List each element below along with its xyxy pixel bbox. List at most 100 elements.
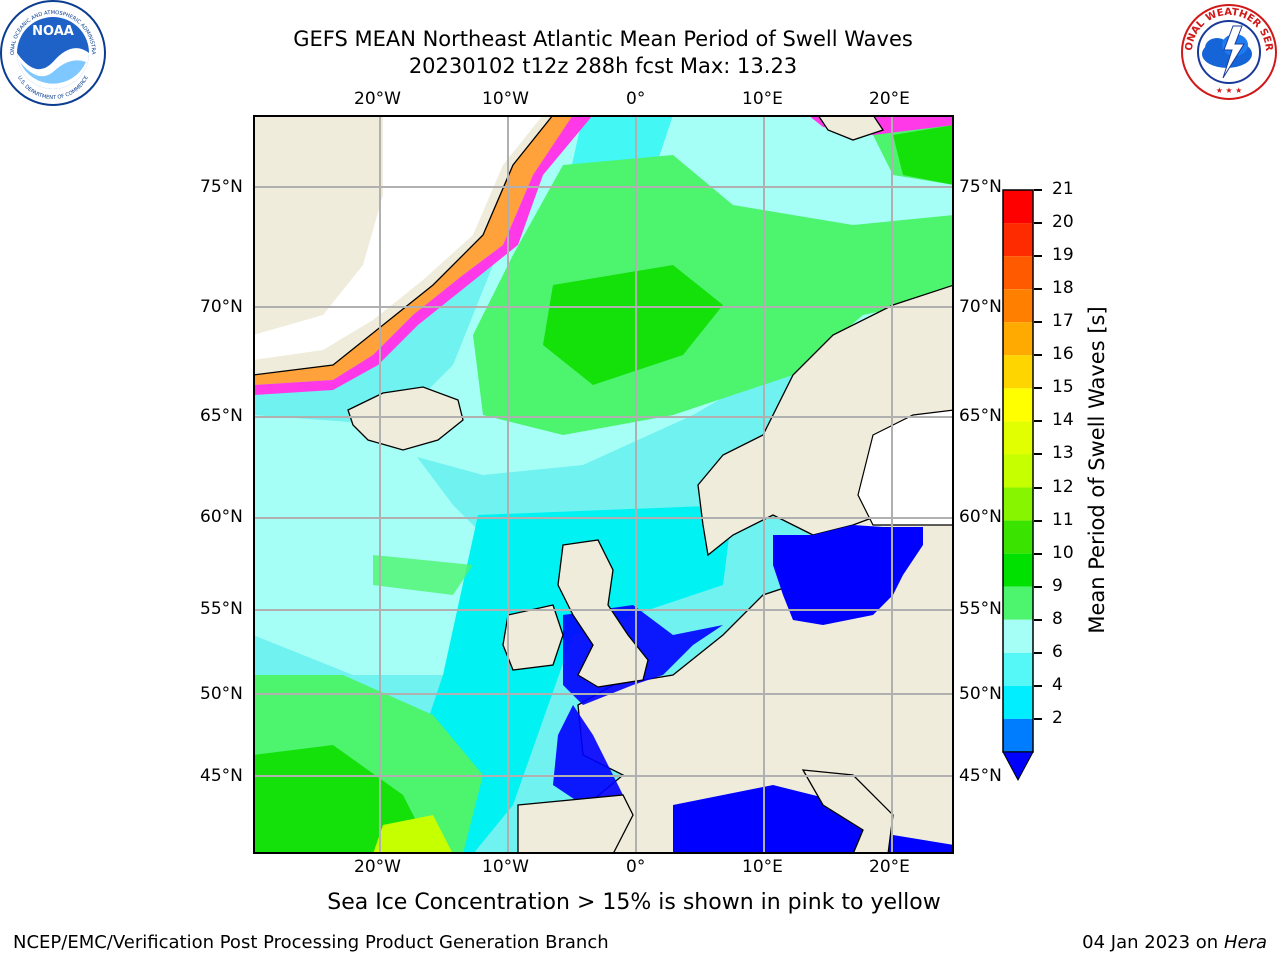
colorbar-tick-label: 20 bbox=[1052, 212, 1074, 233]
colorbar-box bbox=[1003, 718, 1033, 752]
colorbar-box bbox=[1003, 421, 1033, 455]
colorbar-box bbox=[1003, 520, 1033, 554]
colorbar-box bbox=[1003, 454, 1033, 488]
noaa-logo: NOAA NATIONAL OCEANIC AND ATMOSPHERIC AD… bbox=[0, 0, 106, 106]
colorbar-tick-label: 18 bbox=[1052, 278, 1074, 299]
colorbar-box bbox=[1003, 223, 1033, 257]
lat-label-left-70n: 70°N bbox=[200, 297, 243, 317]
colorbar-tick-label: 9 bbox=[1052, 575, 1063, 596]
colorbar-tick-label: 17 bbox=[1052, 311, 1074, 332]
colorbar-box bbox=[1003, 190, 1033, 224]
lat-label-left-65n: 65°N bbox=[200, 406, 243, 426]
lon-label-top-20w: 20°W bbox=[354, 89, 401, 109]
land-italy bbox=[801, 769, 894, 854]
lat-label-left-45n: 45°N bbox=[200, 766, 243, 786]
colorbar-tick-label: 2 bbox=[1052, 707, 1063, 728]
colorbar-tick-mark bbox=[1034, 354, 1042, 357]
colorbar-tick-label: 11 bbox=[1052, 509, 1074, 530]
colorbar-tick-mark bbox=[1034, 255, 1042, 258]
map-frame bbox=[253, 115, 954, 854]
swell-yellow-green-area bbox=[373, 815, 453, 854]
sea-baltic bbox=[773, 525, 923, 625]
colorbar-label: Mean Period of Swell Waves [s] bbox=[1085, 306, 1109, 634]
lon-label-top-10w: 10°W bbox=[482, 89, 529, 109]
colorbar-tick-label: 16 bbox=[1052, 344, 1074, 365]
colorbar-tick-mark bbox=[1034, 486, 1042, 489]
map-panel bbox=[253, 115, 954, 854]
colorbar-tick-mark bbox=[1034, 222, 1042, 225]
colorbar-tick-mark bbox=[1034, 189, 1042, 191]
colorbar-tick-mark bbox=[1034, 585, 1042, 588]
lon-label-bottom-0: 0° bbox=[626, 857, 646, 877]
land-iceland bbox=[347, 386, 464, 451]
colorbar-tick-label: 15 bbox=[1052, 377, 1074, 398]
lat-label-left-60n: 60°N bbox=[200, 507, 243, 527]
colorbar-box bbox=[1003, 652, 1033, 686]
map-title: GEFS MEAN Northeast Atlantic Mean Period… bbox=[293, 27, 913, 51]
colorbar-tick-mark bbox=[1034, 420, 1042, 423]
lon-label-bottom-10e: 10°E bbox=[742, 857, 783, 877]
colorbar-tick-label: 12 bbox=[1052, 476, 1074, 497]
colorbar-box bbox=[1003, 685, 1033, 719]
colorbar-box bbox=[1003, 487, 1033, 521]
colorbar-tick-label: 10 bbox=[1052, 542, 1074, 563]
colorbar-box bbox=[1003, 388, 1033, 422]
sea-bothnia bbox=[857, 409, 954, 526]
lat-label-right-70n: 70°N bbox=[959, 297, 1002, 317]
colorbar-boxes bbox=[1002, 189, 1034, 753]
colorbar-tick-mark bbox=[1034, 519, 1042, 522]
colorbar-tick-mark bbox=[1034, 717, 1042, 720]
map-subtitle: 20230102 t12z 288h fcst Max: 13.23 bbox=[408, 54, 798, 78]
lon-label-top-0: 0° bbox=[626, 89, 646, 109]
graticule bbox=[253, 115, 954, 854]
lon-label-top-20e: 20°E bbox=[869, 89, 910, 109]
colorbar-tick-label: 13 bbox=[1052, 443, 1074, 464]
colorbar-box bbox=[1003, 322, 1033, 356]
colorbar-under-triangle bbox=[1002, 751, 1034, 782]
svg-text:★ ★ ★: ★ ★ ★ bbox=[1216, 86, 1243, 95]
colorbar-box bbox=[1003, 256, 1033, 290]
sea-ice-caption: Sea Ice Concentration > 15% is shown in … bbox=[327, 890, 941, 915]
lon-label-bottom-20e: 20°E bbox=[869, 857, 910, 877]
land-great-britain bbox=[557, 539, 649, 688]
footer-host: Hera bbox=[1223, 932, 1267, 953]
colorbar-tick-mark bbox=[1034, 321, 1042, 324]
colorbar-tick-mark bbox=[1034, 552, 1042, 555]
land-svalbard bbox=[817, 115, 885, 141]
greenland-ice-interior bbox=[253, 115, 543, 360]
lon-label-top-10e: 10°E bbox=[742, 89, 783, 109]
footer-credit: NCEP/EMC/Verification Post Processing Pr… bbox=[13, 932, 609, 953]
colorbar-box bbox=[1003, 553, 1033, 587]
colorbar-tick-mark bbox=[1034, 453, 1042, 456]
colorbar-tick-label: 21 bbox=[1052, 179, 1074, 199]
colorbar-tick-label: 4 bbox=[1052, 674, 1063, 695]
colorbar-tick-mark bbox=[1034, 651, 1042, 654]
colorbar-tick-label: 8 bbox=[1052, 608, 1063, 629]
sea-biscay-blue bbox=[553, 705, 623, 805]
lon-label-bottom-10w: 10°W bbox=[482, 857, 529, 877]
land-iberia bbox=[517, 794, 634, 854]
lat-label-left-75n: 75°N bbox=[200, 177, 243, 197]
land-ireland bbox=[502, 604, 564, 671]
lat-label-right-75n: 75°N bbox=[959, 177, 1002, 197]
colorbar-tick-mark bbox=[1034, 387, 1042, 390]
colorbar-tick-mark bbox=[1034, 288, 1042, 291]
lon-label-bottom-20w: 20°W bbox=[354, 857, 401, 877]
colorbar bbox=[1002, 189, 1034, 782]
lat-label-left-50n: 50°N bbox=[200, 684, 243, 704]
lat-label-left-55n: 55°N bbox=[200, 599, 243, 619]
colorbar-box bbox=[1003, 355, 1033, 389]
colorbar-tick-label: 6 bbox=[1052, 641, 1063, 662]
colorbar-box bbox=[1003, 586, 1033, 620]
colorbar-tick-mark bbox=[1034, 618, 1042, 621]
colorbar-tick-mark bbox=[1034, 684, 1042, 687]
footer-date: 04 Jan 2023 on Hera bbox=[1082, 932, 1267, 953]
lat-label-right-60n: 60°N bbox=[959, 507, 1002, 527]
noaa-logo-text: NOAA bbox=[32, 24, 74, 39]
lat-label-right-45n: 45°N bbox=[959, 766, 1002, 786]
colorbar-box bbox=[1003, 289, 1033, 323]
colorbar-tick-label: 14 bbox=[1052, 410, 1074, 431]
lat-label-right-65n: 65°N bbox=[959, 406, 1002, 426]
colorbar-tick-label: 19 bbox=[1052, 245, 1074, 266]
lat-label-right-55n: 55°N bbox=[959, 599, 1002, 619]
